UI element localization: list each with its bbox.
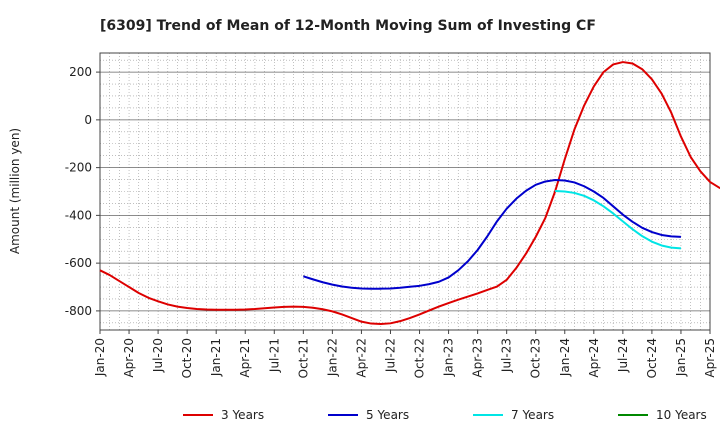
x-tick-label: Jul-23 (500, 338, 514, 373)
y-tick-label: -600 (65, 256, 92, 270)
grid (100, 53, 710, 330)
x-axis: Jan-20 Apr-20 Jul-20 Oct-20 Jan-21 Apr-21 Jul-… (93, 330, 717, 378)
chart-title: [6309] Trend of Mean of 12-Month Moving … (100, 18, 596, 34)
x-tick-label: Oct-24 (645, 338, 659, 378)
y-tick-label: -200 (65, 161, 92, 175)
series-line-7-years (555, 190, 682, 250)
x-tick-label: Jan-20 (93, 338, 107, 377)
y-axis: 200 0 -200 -400 -600 -800 (65, 65, 100, 318)
x-tick-label: Oct-20 (180, 338, 194, 378)
y-tick-label: 200 (69, 65, 92, 79)
x-tick-label: Apr-22 (354, 338, 368, 378)
legend-label: 3 Years (221, 408, 264, 422)
x-tick-label: Oct-22 (413, 338, 427, 378)
x-tick-label: Jan-25 (674, 338, 688, 377)
x-tick-label: Jan-21 (209, 338, 223, 377)
x-tick-label: Jul-21 (267, 338, 281, 373)
series-line-5-years (303, 179, 681, 290)
x-tick-label: Jan-23 (442, 338, 456, 377)
x-tick-label: Apr-20 (122, 338, 136, 378)
x-tick-label: Apr-23 (471, 338, 485, 378)
x-tick-label: Jan-22 (325, 338, 339, 377)
y-axis-label: Amount (million yen) (8, 128, 22, 254)
x-tick-label: Jul-22 (383, 338, 397, 373)
x-tick-label: Oct-21 (296, 338, 310, 378)
legend: 3 Years 5 Years 7 Years 10 Years (183, 408, 707, 422)
plot-frame (99, 52, 711, 331)
series-line-3-years (99, 61, 720, 326)
series-group (99, 61, 720, 326)
legend-label: 10 Years (656, 408, 707, 422)
x-tick-label: Jul-20 (151, 338, 165, 373)
x-tick-label: Apr-25 (703, 338, 717, 378)
x-tick-label: Apr-21 (238, 338, 252, 378)
x-tick-label: Oct-23 (529, 338, 543, 378)
x-tick-label: Jan-24 (558, 338, 572, 377)
y-tick-label: 0 (84, 113, 92, 127)
legend-label: 7 Years (511, 408, 554, 422)
y-tick-label: -400 (65, 208, 92, 222)
legend-label: 5 Years (366, 408, 409, 422)
y-tick-label: -800 (65, 304, 92, 318)
x-tick-label: Apr-24 (587, 338, 601, 378)
x-tick-label: Jul-24 (616, 338, 630, 373)
